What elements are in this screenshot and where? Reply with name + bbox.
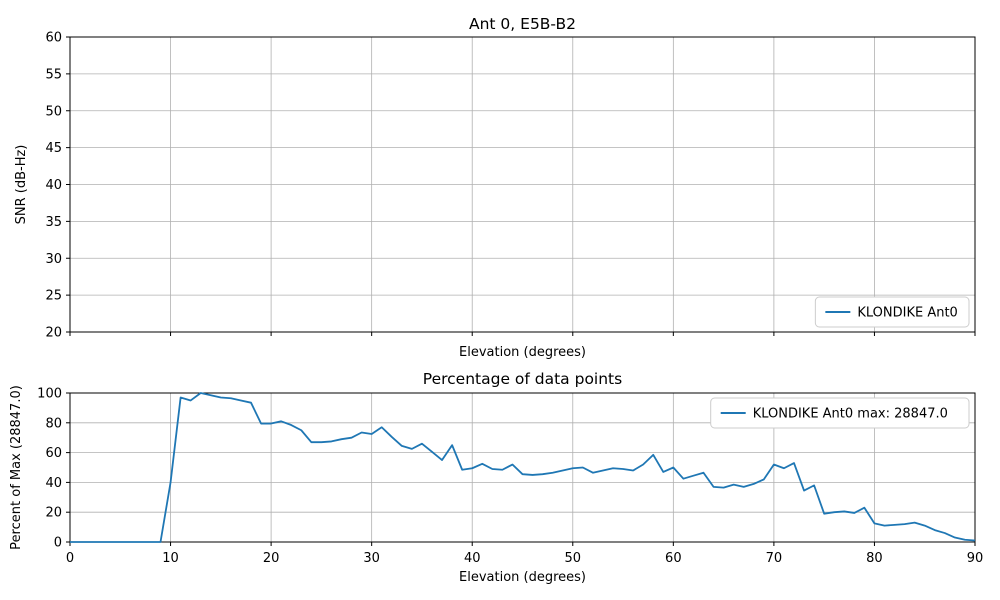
y-tick-label: 0 <box>54 536 62 551</box>
y-axis-label: Percent of Max (28847.0) <box>9 385 24 550</box>
y-tick-label: 80 <box>45 416 62 431</box>
y-tick-label: 20 <box>45 506 62 521</box>
y-tick-label: 40 <box>45 178 62 193</box>
x-tick-label: 20 <box>263 551 280 566</box>
x-axis-label: Elevation (degrees) <box>459 345 586 360</box>
y-tick-label: 50 <box>45 104 62 119</box>
legend-box <box>814 296 970 328</box>
y-tick-label: 100 <box>37 387 62 402</box>
x-tick-label: 10 <box>162 551 179 566</box>
x-tick-label: 80 <box>866 551 883 566</box>
plot-border <box>69 392 976 543</box>
chart-title: Ant 0, E5B-B2 <box>469 15 576 33</box>
y-tick-label: 45 <box>45 141 62 156</box>
legend-box <box>710 397 970 429</box>
y-axis-label: SNR (dB-Hz) <box>14 145 29 225</box>
x-axis-label: Elevation (degrees) <box>459 570 586 585</box>
x-tick-label: 30 <box>363 551 380 566</box>
x-tick-label: 90 <box>967 551 984 566</box>
y-tick-label: 25 <box>45 289 62 304</box>
y-tick-label: 60 <box>45 446 62 461</box>
y-tick-label: 35 <box>45 215 62 230</box>
y-tick-label: 60 <box>45 31 62 46</box>
x-tick-label: 60 <box>665 551 682 566</box>
data-line <box>70 392 976 543</box>
legend-label: KLONDIKE Ant0 max: 28847.0 <box>753 407 948 422</box>
y-tick-label: 55 <box>45 67 62 82</box>
x-tick-label: 50 <box>565 551 582 566</box>
x-tick-label: 40 <box>464 551 481 566</box>
y-tick-label: 20 <box>45 326 62 341</box>
x-tick-label: 70 <box>766 551 783 566</box>
y-tick-label: 40 <box>45 476 62 491</box>
chart-title: Percentage of data points <box>423 370 622 388</box>
y-tick-label: 30 <box>45 252 62 267</box>
legend-label: KLONDIKE Ant0 <box>857 306 957 321</box>
x-tick-label: 0 <box>66 551 74 566</box>
